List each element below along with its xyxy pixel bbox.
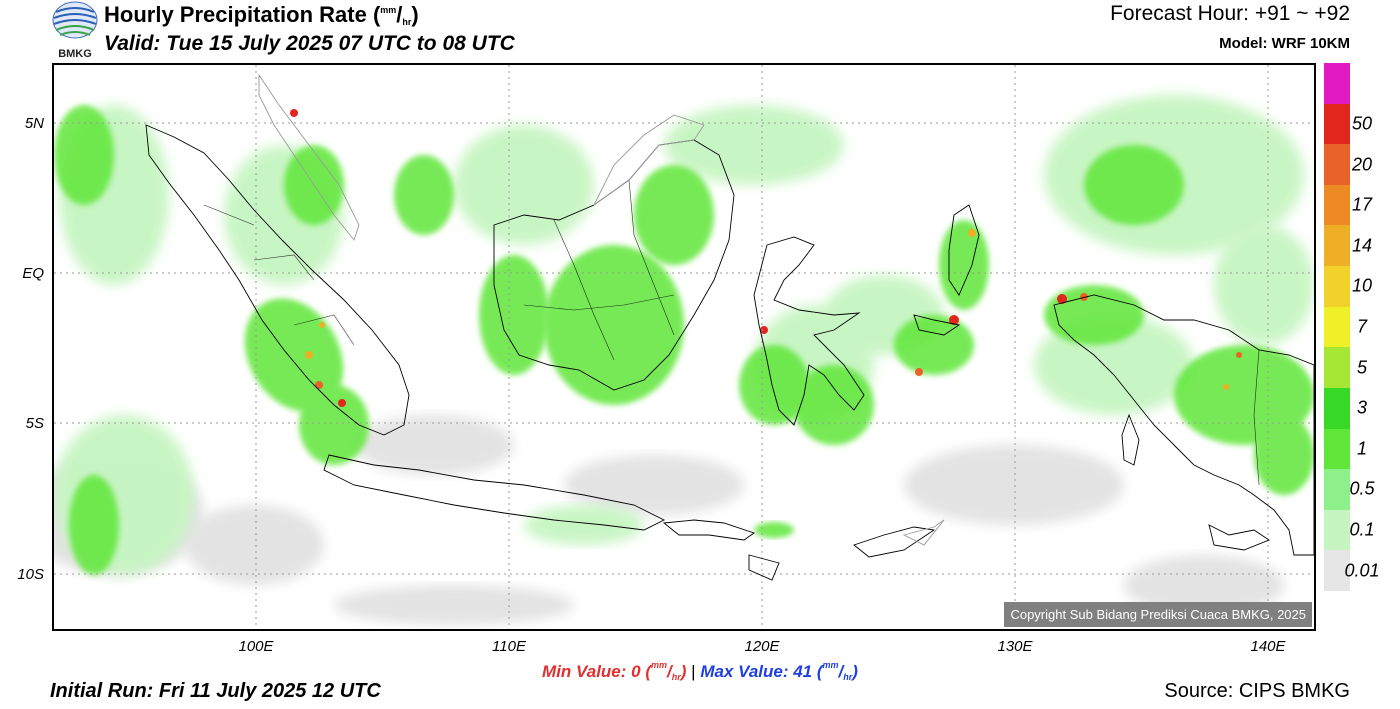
lat-label-5n: 5N (24, 115, 44, 132)
neighbour-coastlines (258, 73, 945, 546)
legend-swatch (1324, 306, 1350, 348)
legend-swatch (1324, 63, 1350, 104)
max-value: Max Value: 41 (mm/hr) (700, 660, 858, 682)
model-name: Model: WRF 10KM (1219, 35, 1350, 52)
legend-swatch (1324, 469, 1350, 510)
min-max-values: Min Value: 0 (mm/hr) | Max Value: 41 (mm… (0, 660, 1400, 682)
legend-level-label: 50 (1351, 113, 1373, 134)
legend-level-label: 0.1 (1349, 519, 1375, 540)
legend-level-label: 17 (1351, 194, 1373, 215)
legend-swatch (1324, 387, 1350, 429)
legend-level-label: 10 (1351, 275, 1373, 296)
boundaries (203, 179, 1260, 486)
lon-label-130e: 130E (997, 638, 1033, 655)
legend-level-label: 14 (1351, 235, 1373, 256)
legend-swatch (1324, 144, 1350, 185)
lat-label-eq: EQ (22, 265, 44, 282)
initial-run: Initial Run: Fri 11 July 2025 12 UTC (50, 680, 381, 702)
lon-label-110e: 110E (492, 638, 526, 655)
legend-level-label: 1 (1356, 438, 1367, 459)
legend-swatch (1324, 347, 1350, 388)
lat-label-5s: 5S (25, 415, 44, 432)
legend-level-label: 3 (1356, 397, 1367, 418)
legend-swatch (1324, 550, 1350, 591)
map-canvas (54, 65, 1314, 629)
legend-swatch (1324, 184, 1350, 226)
graticule (54, 65, 1314, 629)
precipitation-map[interactable]: Copyright Sub Bidang Prediksi Cuaca BMKG… (52, 63, 1316, 631)
lat-label-10s: 10S (17, 566, 44, 583)
lon-label-140e: 140E (1250, 638, 1286, 655)
legend-swatch (1324, 103, 1350, 145)
legend-swatch (1324, 428, 1350, 470)
copyright-notice: Copyright Sub Bidang Prediksi Cuaca BMKG… (1004, 602, 1312, 627)
legend-swatch (1324, 266, 1350, 307)
legend-level-label: 5 (1356, 357, 1367, 378)
legend-swatch (1324, 509, 1350, 551)
source-credit: Source: CIPS BMKG (1164, 680, 1350, 702)
min-max-separator: | (691, 662, 696, 681)
light-rain-areas (54, 415, 1284, 625)
valid-time: Valid: Tue 15 July 2025 07 UTC to 08 UTC (104, 32, 515, 55)
legend-colorbar (1324, 63, 1350, 591)
rain-areas-1-3 (54, 105, 1314, 575)
logo-text: BMKG (58, 48, 92, 60)
lon-label-100e: 100E (238, 638, 274, 655)
bmkg-logo: BMKG (52, 1, 98, 60)
legend-level-label: 0.01 (1344, 560, 1380, 581)
min-value: Min Value: 0 (mm/hr) (542, 660, 687, 682)
legend-level-label: 7 (1356, 316, 1367, 337)
legend-swatch (1324, 225, 1350, 267)
legend-level-label: 0.5 (1349, 478, 1375, 499)
rain-cores (290, 109, 1242, 407)
legend-level-label: 20 (1351, 154, 1373, 175)
lon-label-120e: 120E (744, 638, 780, 655)
forecast-hour: Forecast Hour: +91 ~ +92 (1110, 2, 1350, 25)
chart-title: Hourly Precipitation Rate (mm/hr) (104, 2, 419, 27)
